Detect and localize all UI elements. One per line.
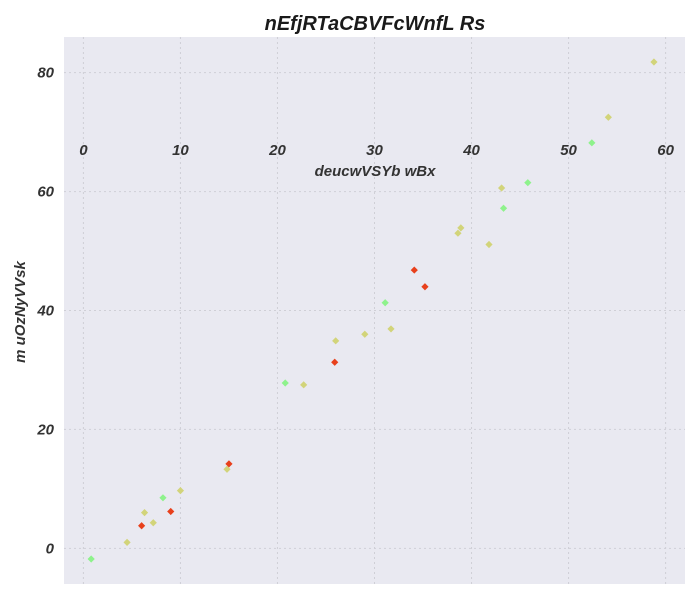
data-point-green: [281, 379, 289, 387]
data-point-khaki: [300, 381, 308, 389]
chart-title: nEfjRTaCBVFcWnfL Rs: [265, 13, 486, 35]
data-point-red: [167, 507, 175, 516]
x-tick-label: 50: [560, 142, 577, 159]
data-points: [87, 58, 658, 563]
x-tick-labels: 0 10 20 30 40 50 60: [79, 142, 674, 159]
data-point-khaki: [149, 519, 157, 527]
data-point-red: [421, 283, 429, 291]
y-tick-label: 60: [37, 184, 54, 201]
y-tick-label: 20: [36, 421, 54, 438]
data-point-red: [225, 460, 233, 468]
data-point-khaki: [387, 325, 395, 333]
data-point-red: [410, 266, 418, 274]
data-point-green: [381, 299, 389, 307]
y-axis-label: m uOzNyVVsk: [12, 260, 29, 362]
data-point-green: [588, 139, 596, 147]
data-point-khaki: [498, 184, 506, 192]
data-point-green: [87, 555, 95, 563]
y-tick-labels: 0 20 40 60 80: [36, 65, 54, 558]
data-point-khaki: [485, 240, 493, 249]
data-point-khaki: [123, 538, 131, 546]
data-point-khaki: [176, 487, 185, 495]
grid: [64, 37, 685, 584]
y-tick-label: 80: [37, 65, 54, 82]
x-axis-label: deucwVSYb wBx: [315, 163, 437, 180]
y-tick-label: 40: [36, 303, 54, 320]
data-point-khaki: [361, 330, 369, 338]
x-tick-label: 10: [172, 142, 189, 159]
data-point-khaki: [223, 465, 231, 473]
data-point-khaki: [140, 509, 149, 517]
x-tick-label: 60: [657, 142, 674, 159]
data-point-red: [331, 358, 339, 366]
data-point-khaki: [454, 229, 462, 237]
data-point-khaki: [604, 113, 612, 121]
x-tick-label: 0: [79, 142, 88, 159]
y-tick-label: 0: [46, 540, 55, 557]
x-tick-label: 30: [366, 142, 383, 159]
x-tick-label: 40: [462, 142, 480, 159]
x-tick-label: 20: [268, 142, 286, 159]
data-point-khaki: [332, 337, 340, 345]
data-point-red: [138, 522, 146, 530]
data-point-green: [499, 204, 508, 212]
data-point-khaki: [457, 224, 465, 232]
data-point-khaki: [650, 58, 658, 66]
data-point-green: [524, 179, 532, 187]
data-point-green: [159, 494, 167, 502]
